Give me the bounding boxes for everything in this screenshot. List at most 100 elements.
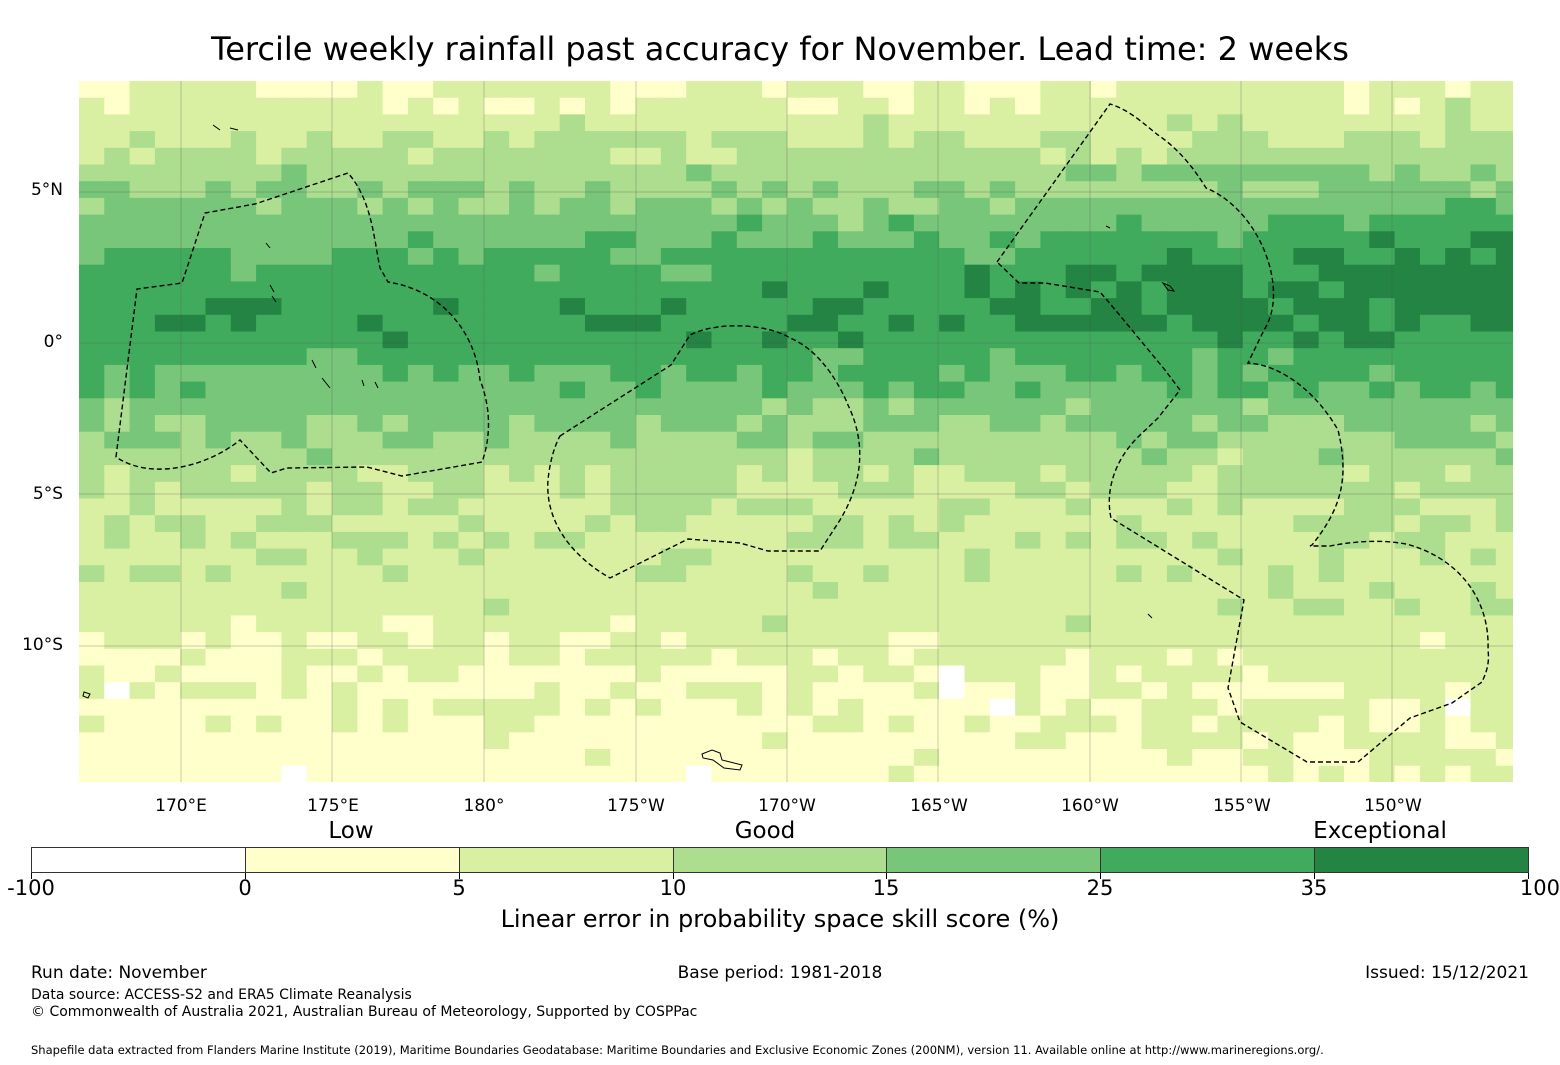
grid-cell: [585, 531, 611, 550]
grid-cell: [230, 465, 257, 483]
grid-cell: [736, 481, 763, 500]
grid-cell: [407, 197, 434, 216]
grid-cell: [1419, 565, 1446, 583]
grid-cell: [79, 364, 105, 383]
grid-cell: [1293, 147, 1320, 166]
grid-cell: [1015, 465, 1041, 483]
eez-boundary-tuvalu: [115, 172, 490, 477]
grid-cell: [1065, 381, 1092, 399]
grid-cell: [1419, 331, 1446, 349]
grid-cell: [1445, 448, 1472, 466]
grid-cell: [1293, 632, 1320, 650]
grid-cell: [660, 381, 687, 399]
grid-cell: [1268, 498, 1294, 516]
grid-cell: [1445, 381, 1472, 399]
grid-cell: [1495, 665, 1513, 683]
grid-cell: [483, 314, 510, 333]
grid-cell: [1495, 698, 1513, 717]
grid-cell: [1192, 97, 1219, 115]
grid-cell: [332, 181, 358, 199]
grid-cell: [281, 548, 308, 566]
grid-cell: [1394, 431, 1421, 449]
grid-cell: [129, 749, 156, 767]
grid-cell: [1268, 431, 1294, 449]
grid-cell: [939, 164, 966, 182]
grid-cell: [913, 498, 940, 516]
grid-cell: [762, 598, 788, 616]
grid-cell: [1394, 114, 1421, 132]
grid-cell: [79, 81, 105, 99]
grid-cell: [433, 598, 460, 616]
grid-cell: [559, 81, 586, 99]
grid-cell: [407, 331, 434, 349]
grid-cell: [585, 715, 611, 733]
grid-cell: [1470, 615, 1497, 633]
grid-cell: [1445, 298, 1472, 316]
grid-cell: [458, 181, 485, 199]
grid-cell: [534, 248, 561, 266]
grid-cell: [483, 248, 510, 266]
grid-cell: [1116, 181, 1143, 199]
grid-cell: [1015, 715, 1041, 733]
grid-cell: [585, 248, 611, 266]
grid-cell: [1445, 665, 1472, 683]
grid-cell: [585, 231, 611, 249]
grid-cell: [1065, 765, 1092, 782]
grid-cell: [180, 531, 207, 550]
grid-cell: [129, 381, 156, 399]
grid-cell: [357, 732, 384, 750]
grid-cell: [1192, 598, 1219, 616]
grid-cell: [660, 364, 687, 383]
grid-cell: [559, 682, 586, 700]
grid-cell: [686, 448, 713, 466]
grid-cell: [711, 665, 738, 683]
grid-cell: [256, 398, 282, 416]
grid-cell: [989, 281, 1016, 299]
grid-cell: [863, 531, 890, 550]
grid-cell: [964, 632, 991, 650]
grid-cell: [230, 415, 257, 433]
grid-cell: [888, 615, 915, 633]
grid-cell: [205, 97, 232, 115]
grid-cell: [1318, 81, 1345, 99]
grid-cell: [1141, 749, 1168, 767]
grid-cell: [1268, 164, 1294, 182]
grid-cell: [1419, 732, 1446, 750]
grid-cell: [1369, 615, 1396, 633]
grid-cell: [964, 181, 991, 199]
colorbar-tick-label-15: 15: [872, 876, 900, 900]
grid-cell: [306, 81, 333, 99]
grid-cell: [812, 364, 839, 383]
grid-cell: [458, 131, 485, 149]
grid-cell: [939, 348, 966, 366]
grid-cell: [1445, 582, 1472, 600]
grid-cell: [205, 715, 232, 733]
grid-cell: [1344, 97, 1370, 115]
grid-cell: [357, 381, 384, 399]
grid-cell: [104, 598, 131, 616]
grid-cell: [483, 381, 510, 399]
grid-cell: [509, 398, 535, 416]
grid-cell: [1470, 348, 1497, 366]
grid-cell: [1419, 682, 1446, 700]
grid-cell: [711, 298, 738, 316]
grid-cell: [1344, 381, 1370, 399]
grid-cell: [104, 97, 131, 115]
grid-cell: [129, 582, 156, 600]
colorbar-segment-4: [673, 848, 888, 872]
grid-cell: [205, 348, 232, 366]
grid-cell: [1419, 364, 1446, 383]
grid-cell: [332, 565, 358, 583]
colorbar-segment-6: [1101, 848, 1316, 872]
grid-cell: [812, 431, 839, 449]
grid-cell: [180, 348, 207, 366]
grid-cell: [1192, 481, 1219, 500]
grid-cell: [610, 331, 637, 349]
grid-cell: [256, 765, 282, 782]
grid-cell: [205, 665, 232, 683]
grid-cell: [1293, 715, 1320, 733]
grid-cell: [1293, 749, 1320, 767]
grid-cell: [1470, 147, 1497, 166]
grid-cell: [205, 381, 232, 399]
grid-cell: [180, 214, 207, 232]
